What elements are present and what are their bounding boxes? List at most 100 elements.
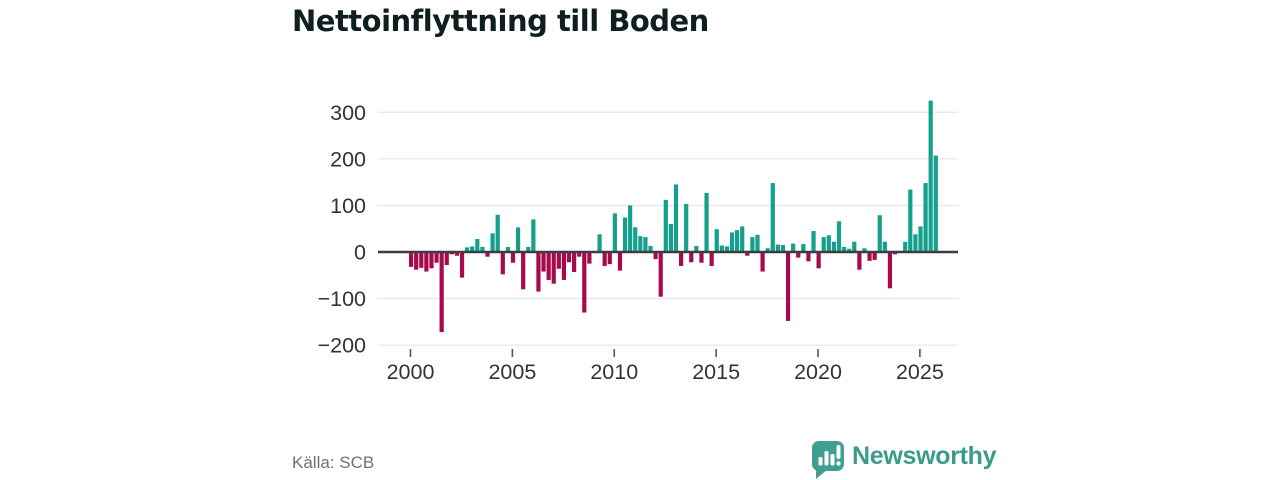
bar — [465, 247, 470, 252]
bar — [495, 214, 500, 252]
bar — [572, 252, 577, 273]
bar — [821, 237, 826, 252]
bar — [740, 226, 745, 252]
bar — [602, 252, 607, 266]
bar — [470, 246, 475, 252]
bar — [531, 219, 536, 252]
bar — [913, 234, 918, 252]
bar — [780, 245, 786, 252]
bar — [816, 252, 821, 269]
y-axis-tick-label: 0 — [354, 241, 366, 265]
bar — [414, 252, 419, 270]
bar — [541, 252, 546, 272]
bar — [643, 237, 648, 252]
bar — [653, 252, 658, 259]
bar — [882, 241, 887, 252]
bar — [729, 232, 735, 252]
x-axis-tick-label: 2025 — [896, 360, 944, 384]
bar — [663, 199, 668, 252]
newsworthy-wordmark: Newsworthy — [852, 442, 997, 470]
bar — [694, 245, 699, 252]
bar — [521, 252, 526, 290]
x-axis-tick-label: 2000 — [387, 360, 435, 384]
bar — [791, 243, 796, 252]
bar — [826, 235, 831, 252]
bar — [887, 252, 893, 289]
bar — [607, 252, 612, 265]
bar — [933, 155, 938, 252]
newsworthy-brand: Newsworthy — [810, 438, 997, 480]
bar — [475, 238, 480, 252]
bar — [515, 227, 521, 252]
bar — [735, 230, 740, 252]
bar — [745, 252, 750, 256]
bar — [908, 189, 913, 252]
bar — [536, 252, 541, 292]
bar — [750, 237, 755, 252]
bar — [668, 224, 673, 252]
bar — [419, 252, 424, 268]
bar — [699, 252, 704, 263]
bar — [556, 252, 561, 269]
bar — [770, 183, 775, 252]
bar — [704, 192, 709, 252]
bar — [689, 252, 694, 263]
page-title: Nettoinflyttning till Boden — [292, 4, 709, 38]
bar — [678, 252, 684, 266]
bar — [577, 252, 582, 257]
bar — [684, 204, 689, 252]
bar — [806, 252, 811, 262]
bar — [638, 236, 643, 252]
bar — [724, 246, 730, 252]
bar — [444, 252, 449, 266]
bar — [459, 252, 465, 278]
bar — [429, 252, 434, 269]
bar — [434, 252, 439, 263]
newsworthy-logo-icon — [812, 441, 844, 479]
y-axis-tick-label: 200 — [330, 147, 366, 171]
x-axis-tick-label: 2010 — [590, 360, 638, 384]
bar — [862, 248, 867, 252]
bar — [633, 227, 638, 252]
bar — [628, 205, 633, 252]
bar — [439, 252, 444, 333]
bar — [719, 245, 724, 252]
bar — [918, 226, 923, 252]
bar — [765, 248, 770, 252]
bar — [551, 252, 556, 284]
bar — [714, 229, 719, 252]
bar — [546, 252, 551, 280]
bar — [872, 252, 877, 260]
bar — [831, 241, 836, 252]
bar — [852, 241, 857, 252]
x-axis-tick-label: 2015 — [692, 360, 740, 384]
y-axis-tick-label: −200 — [318, 334, 366, 358]
bar — [755, 234, 760, 252]
source-note: Källa: SCB — [292, 453, 375, 472]
bar — [500, 252, 505, 275]
bar — [709, 252, 714, 266]
bar — [760, 252, 765, 272]
bar — [526, 246, 531, 252]
bar — [409, 252, 414, 267]
bar — [841, 246, 847, 252]
bar — [867, 252, 872, 261]
bar — [801, 244, 806, 252]
bar — [490, 233, 495, 252]
bar — [505, 246, 510, 252]
x-axis-tick-label: 2020 — [794, 360, 842, 384]
bar — [582, 252, 587, 313]
bar — [485, 252, 490, 257]
y-axis-tick-label: −100 — [318, 287, 366, 311]
bar — [877, 215, 882, 252]
bar — [811, 231, 816, 252]
bar — [622, 217, 628, 252]
bar — [847, 248, 852, 252]
bar — [510, 252, 516, 263]
bar — [566, 252, 572, 263]
bar — [928, 100, 933, 253]
bar — [424, 252, 429, 272]
bar — [658, 252, 663, 297]
bar — [785, 252, 791, 321]
